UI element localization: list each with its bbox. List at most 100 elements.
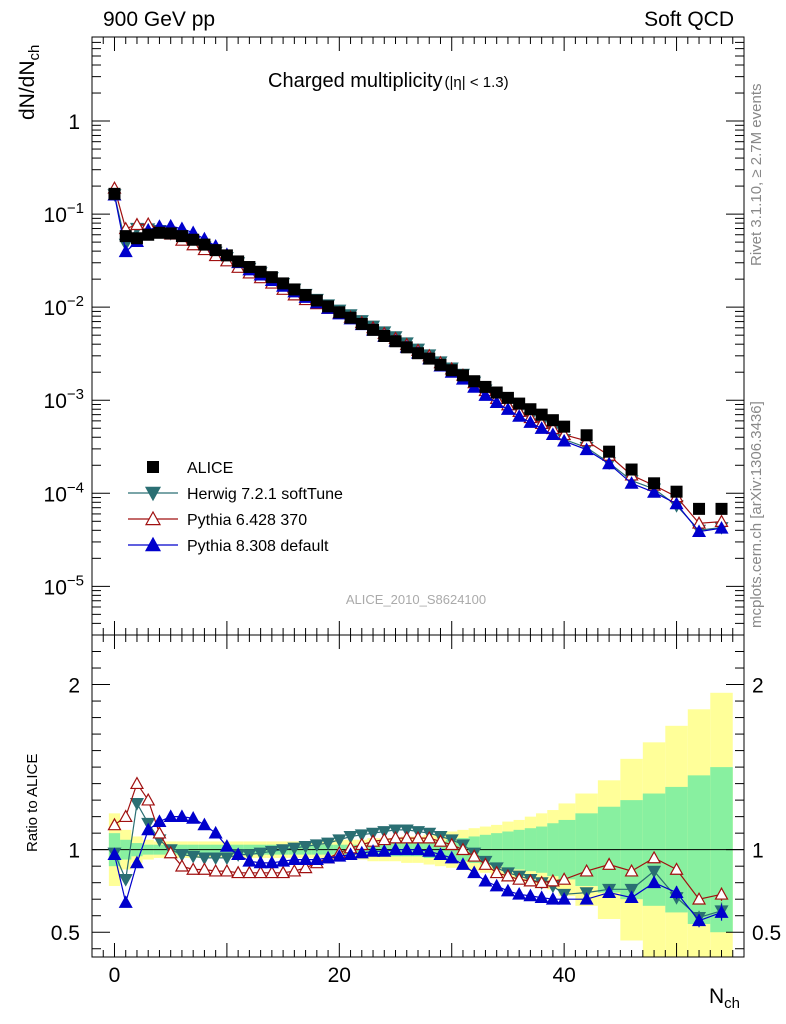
x-tick-label: 20 <box>328 964 351 987</box>
ratio-series-point <box>366 844 381 857</box>
ratio-series-point <box>242 865 257 879</box>
y-tick-label: 10−3 <box>44 386 84 413</box>
ratio-series-point <box>276 844 291 857</box>
ratio-series-point <box>208 825 223 839</box>
ratio-series-point <box>624 890 639 903</box>
ratio-series-point <box>321 837 336 851</box>
alice-data-point <box>310 294 323 307</box>
alice-data-point <box>468 375 481 388</box>
ratio-tick-label: 0.5 <box>51 922 80 945</box>
ratio-series-point <box>129 855 144 869</box>
alice-data-point <box>456 369 469 382</box>
alice-data-point <box>153 226 166 239</box>
alice-data-point <box>535 408 548 421</box>
ratio-series-point <box>523 873 538 887</box>
alice-data-point <box>277 277 290 290</box>
ratio-series-point <box>523 888 538 902</box>
alice-data-point <box>400 341 413 354</box>
ratio-series-point <box>489 865 504 879</box>
alice-data-point <box>558 420 571 433</box>
alice-data-point <box>625 463 638 476</box>
ratio-series-point <box>118 809 133 823</box>
alice-data-point <box>501 391 514 404</box>
ratio-series-point <box>332 849 347 862</box>
ratio-series-point <box>186 862 201 875</box>
alice-data-point <box>355 317 368 330</box>
alice-data-point <box>389 335 402 348</box>
ratio-series-point <box>692 891 707 905</box>
alice-data-point <box>220 249 233 262</box>
ratio-series-point <box>343 847 358 861</box>
x-tick-label: 40 <box>552 964 575 987</box>
legend: ALICE Herwig 7.2.1 softTune Pythia 6.428 3… <box>128 460 343 555</box>
series-point <box>647 485 662 498</box>
alice-data-point <box>108 187 121 200</box>
ratio-series-point <box>489 878 504 892</box>
ratio-series-point <box>253 855 268 869</box>
ratio-series-point <box>219 839 234 852</box>
ratio-series-point <box>444 850 459 864</box>
ratio-series-point <box>410 842 426 856</box>
ratio-series-point <box>152 814 167 827</box>
y-tick-label: 10−2 <box>44 293 84 320</box>
series-point <box>534 421 549 434</box>
alice-data-point <box>209 244 222 257</box>
ratio-series-point <box>197 817 212 831</box>
ratio-series-point <box>388 824 403 838</box>
ratio-series-point <box>692 913 707 927</box>
ratio-series-point <box>276 865 291 879</box>
legend-label: Herwig 7.2.1 softTune <box>187 486 343 503</box>
ratio-series-point <box>129 798 144 811</box>
alice-data-point <box>119 230 132 243</box>
ratio-series-point <box>118 873 133 887</box>
alice-data-point <box>648 477 661 490</box>
series-point <box>118 244 133 258</box>
alice-data-point <box>412 347 424 360</box>
ratio-series-point <box>276 853 291 867</box>
alice-data-point <box>445 364 458 377</box>
ratio-series-point <box>298 852 313 865</box>
ratio-series-point <box>714 905 729 918</box>
series-point <box>512 409 527 422</box>
ratio-series-point <box>433 834 448 847</box>
legend-marker <box>144 536 162 552</box>
ratio-series-point <box>422 844 437 857</box>
alice-data-point <box>546 414 559 427</box>
ratio-series-point <box>354 845 369 859</box>
ratio-series-point <box>647 875 662 889</box>
ratio-series-point <box>512 872 527 885</box>
alice-data-point <box>423 352 436 365</box>
legend-label: Pythia 6.428 370 <box>187 512 307 529</box>
alice-data-point <box>265 271 278 284</box>
legend-marker <box>147 461 159 473</box>
alice-data-point <box>367 323 380 336</box>
ratio-series-point <box>624 863 639 877</box>
series-point <box>557 433 572 447</box>
ratio-tick-label: 1 <box>752 840 764 863</box>
ratio-series-point <box>118 895 133 908</box>
ratio-series-point <box>107 847 122 861</box>
alice-data-point <box>670 485 683 498</box>
alice-data-point <box>232 255 245 268</box>
ratio-series-point <box>242 853 257 867</box>
ratio-series-point <box>579 863 594 877</box>
rivet-version-label: Rivet 3.1.10, ≥ 2.7M events <box>748 83 765 267</box>
ratio-series-point <box>287 863 302 877</box>
ratio-series-point <box>534 890 549 903</box>
header-left: 900 GeV pp <box>103 8 216 31</box>
chart-title: Charged multiplicity (|η| < 1.3) <box>268 70 509 92</box>
alice-data-point <box>164 227 177 240</box>
y-tick-label: 10−5 <box>44 572 84 599</box>
ratio-series-point <box>253 847 268 861</box>
x-tick-label: 0 <box>109 964 121 987</box>
series-point <box>489 395 504 408</box>
ratio-series-point <box>219 863 234 877</box>
ratio-series-point <box>264 865 279 879</box>
series-point <box>545 427 560 441</box>
alice-data-point <box>434 358 447 371</box>
ratio-series-point <box>366 827 381 841</box>
ratio-series-point <box>309 852 324 865</box>
ratio-series-point <box>163 809 178 823</box>
ratio-series-point <box>377 826 392 839</box>
alice-data-point <box>198 238 211 251</box>
